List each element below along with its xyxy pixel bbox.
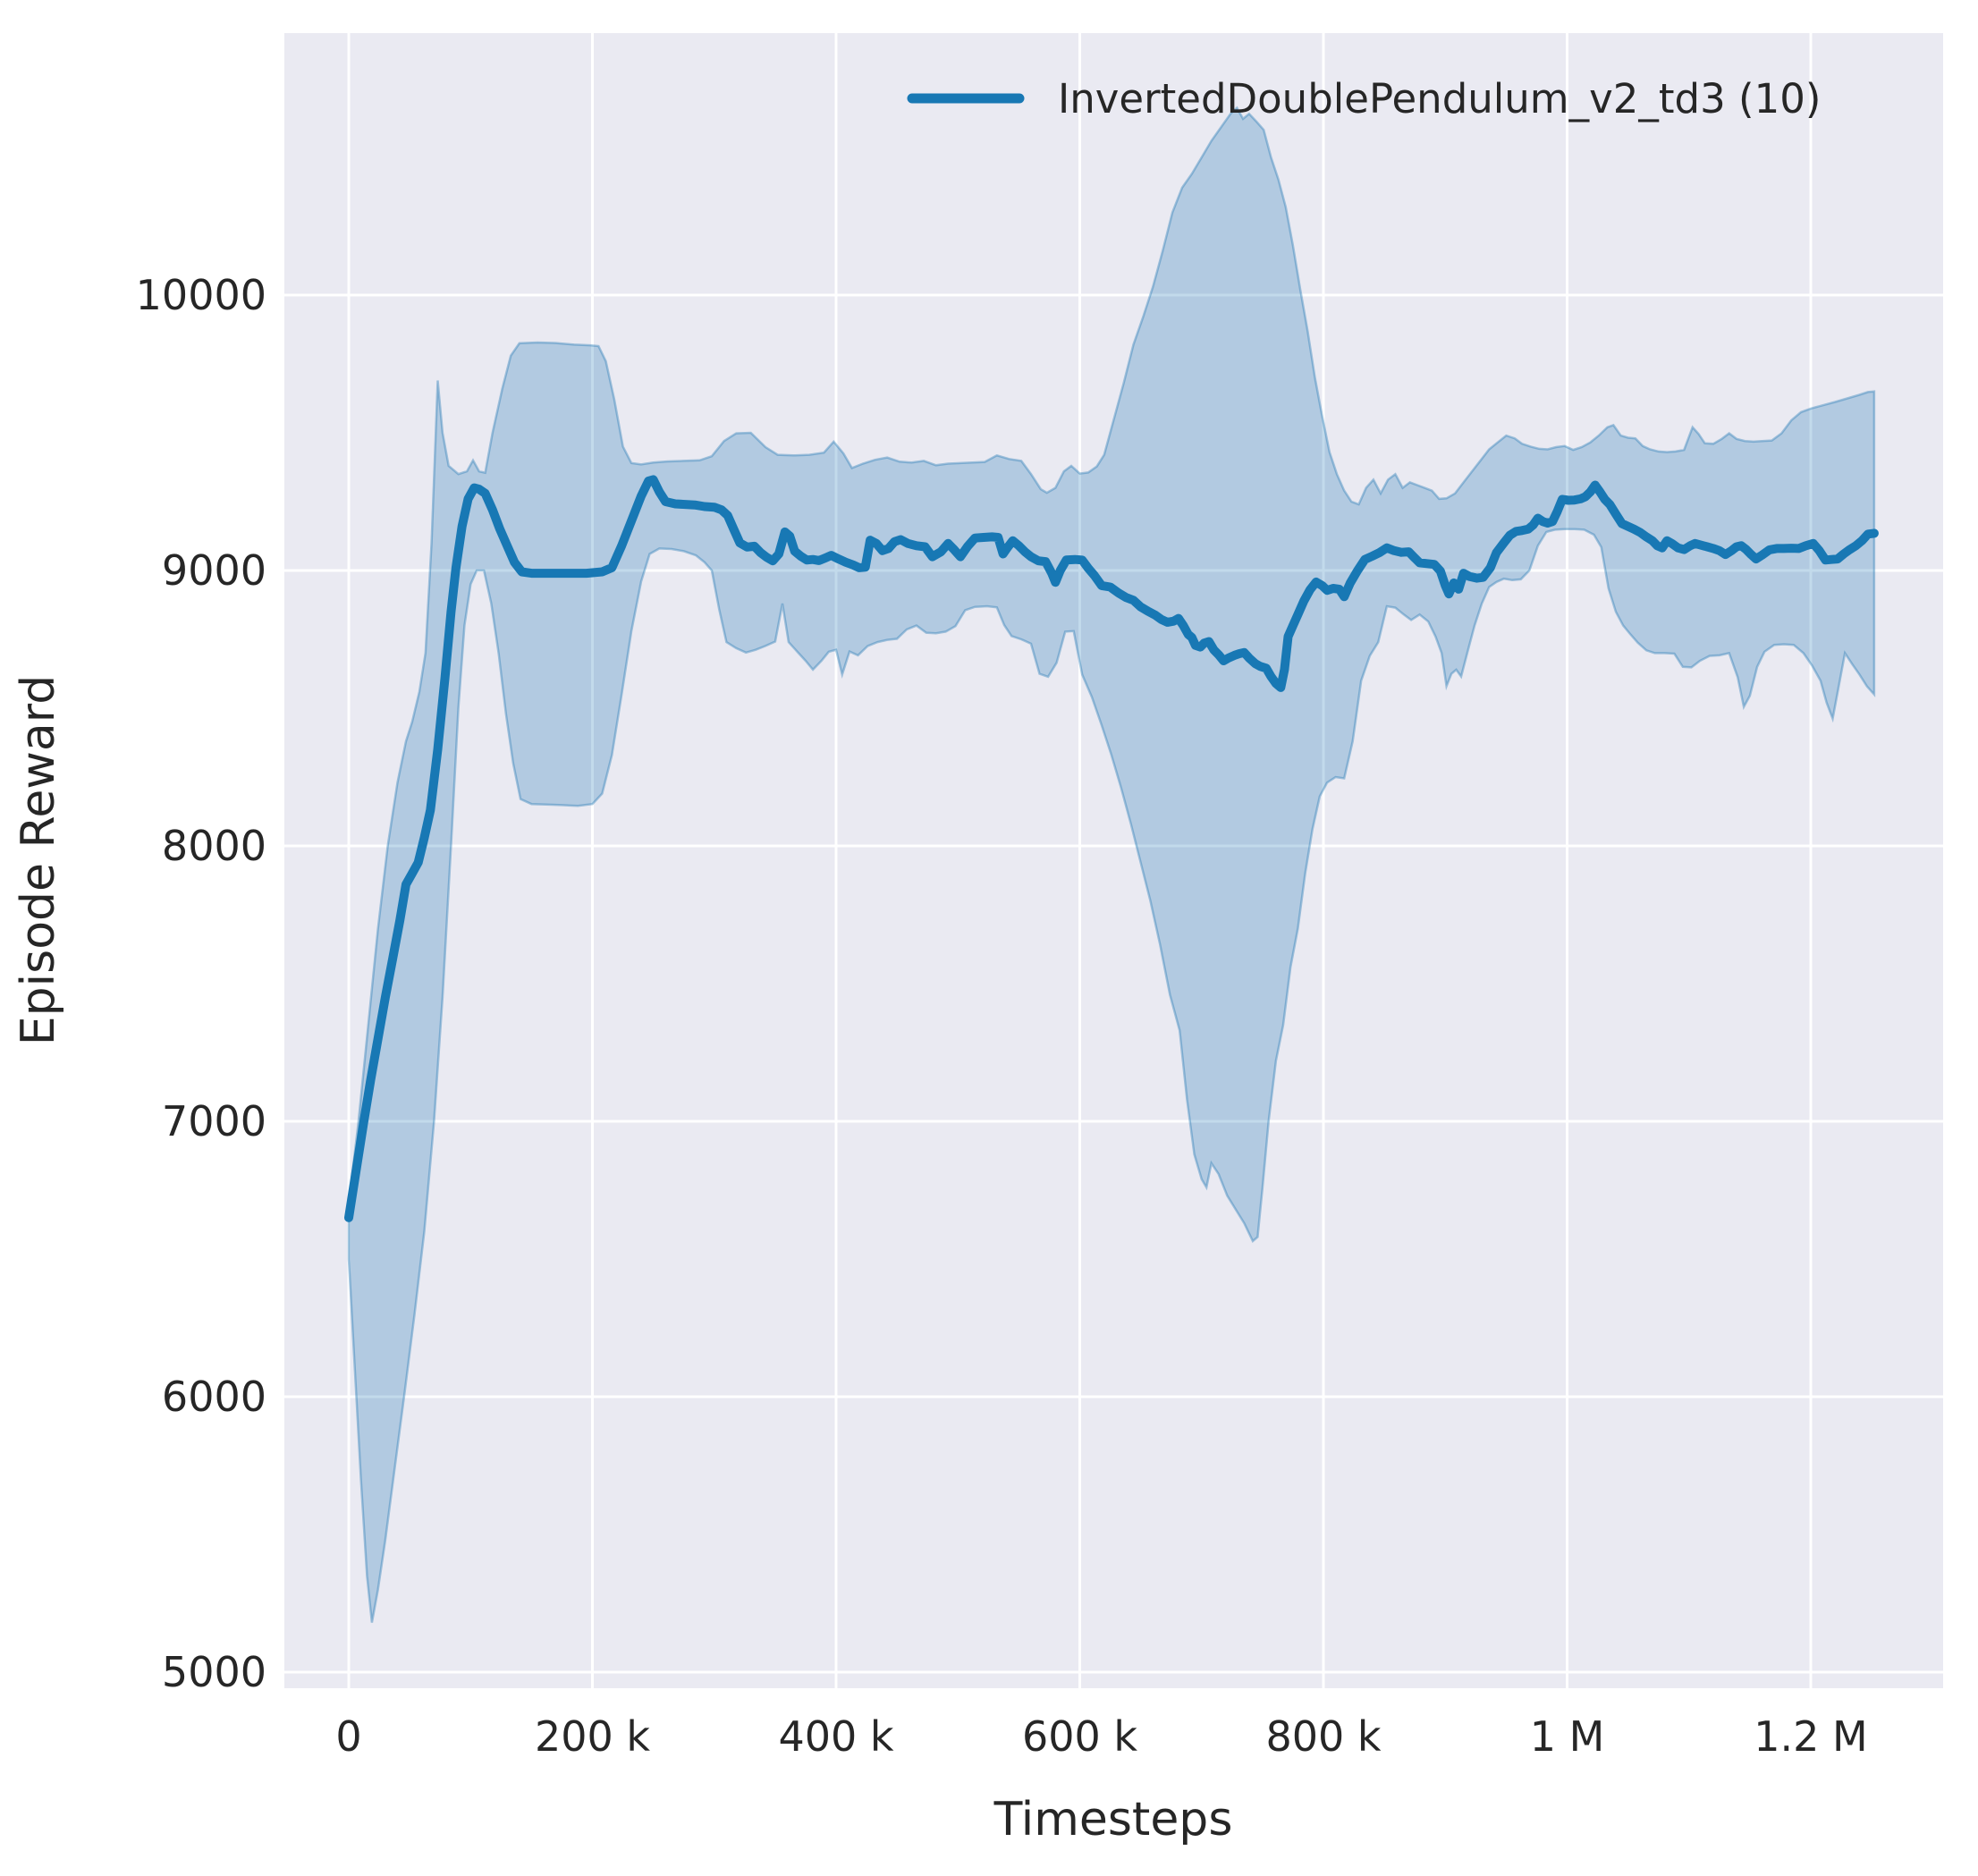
y-tick-label: 9000 <box>162 546 266 595</box>
plot-layer <box>344 106 1879 1623</box>
legend-label: InvertedDoublePendulum_v2_td3 (10) <box>1058 75 1821 123</box>
x-tick-label: 800 k <box>1265 1712 1381 1761</box>
x-tick-label: 400 k <box>778 1712 893 1761</box>
y-tick-label: 6000 <box>162 1373 266 1421</box>
y-tick-label: 8000 <box>162 822 266 870</box>
y-axis-label: Episode Reward <box>12 675 65 1045</box>
tick-labels: 0 200 k 400 k 600 k 800 k 1 M 1.2 M 5000 6000 700… <box>136 271 1868 1761</box>
legend: InvertedDoublePendulum_v2_td3 (10) <box>907 75 1821 123</box>
axes-background <box>284 33 1943 1688</box>
y-tick-label: 10000 <box>136 271 266 319</box>
x-tick-label: 1 M <box>1530 1712 1605 1761</box>
x-axis-label: Timesteps <box>993 1793 1233 1846</box>
confidence-band <box>347 106 1876 1623</box>
x-tick-label: 200 k <box>535 1712 650 1761</box>
y-tick-label: 7000 <box>162 1097 266 1145</box>
mean-reward-line <box>344 475 1879 1222</box>
x-tick-label: 600 k <box>1022 1712 1137 1761</box>
y-tick-label: 5000 <box>162 1648 266 1696</box>
gridlines <box>284 33 1943 1688</box>
x-tick-label: 0 <box>335 1712 361 1761</box>
x-tick-label: 1.2 M <box>1754 1712 1867 1761</box>
